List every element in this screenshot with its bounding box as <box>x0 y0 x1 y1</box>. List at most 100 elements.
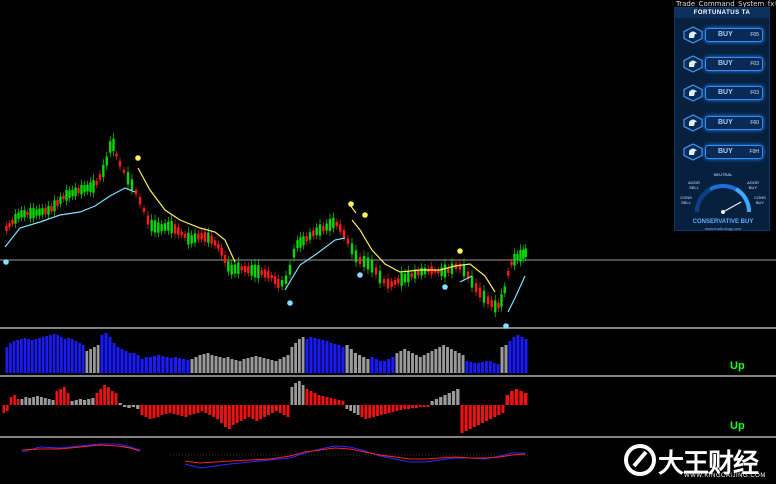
histogram-bar <box>489 405 493 419</box>
signal-dot <box>357 272 363 278</box>
histogram-bar <box>290 347 294 373</box>
histogram-bar <box>364 405 368 419</box>
fast-moving-average <box>459 275 473 283</box>
histogram-bar <box>32 397 36 405</box>
signal-dot <box>457 248 463 254</box>
histogram-bar <box>161 356 165 373</box>
candle-body <box>413 269 417 279</box>
histogram-bar <box>508 341 512 373</box>
histogram-bar <box>286 355 290 373</box>
histogram-bar <box>391 405 395 412</box>
histogram-bar <box>266 359 270 373</box>
candle-body <box>273 276 277 284</box>
candle-body <box>450 263 454 274</box>
signal-row[interactable]: BUY F60 <box>683 114 765 132</box>
histogram-bar <box>255 405 259 421</box>
histogram-bar <box>196 405 200 413</box>
histogram-bar <box>36 396 39 405</box>
histogram-bar <box>286 405 290 417</box>
candle-body <box>112 138 115 152</box>
histogram-bar <box>422 405 426 407</box>
histogram-bar <box>28 398 32 405</box>
candle-body <box>197 233 200 240</box>
gauge-neutral-label: NEUTRAL <box>713 172 733 177</box>
histogram-bar <box>164 405 168 414</box>
candle-body <box>524 248 527 258</box>
indicator-up-label: Up <box>730 360 745 372</box>
candle-body <box>302 236 305 246</box>
histogram-bar <box>434 349 438 373</box>
histogram-bar <box>85 351 89 373</box>
oscillator-lines <box>21 443 526 469</box>
signal-dot <box>135 155 141 161</box>
histogram-bar <box>127 405 131 408</box>
candle-body <box>519 249 522 262</box>
histogram-bar <box>190 359 194 373</box>
histogram-bar <box>144 405 148 417</box>
histogram-bar <box>353 353 357 373</box>
histogram-bar <box>23 338 27 373</box>
candle-body <box>437 270 440 274</box>
histogram-bar <box>243 405 247 419</box>
signal-row[interactable]: BUY F0H <box>683 143 765 161</box>
histogram-bar <box>378 361 382 373</box>
histogram-bar <box>122 405 127 407</box>
histogram-bar <box>227 405 231 429</box>
slow-moving-average <box>351 219 496 293</box>
candle-body <box>47 205 50 215</box>
candle-body <box>230 264 233 275</box>
buy-button[interactable]: BUY F60 <box>705 116 763 130</box>
buy-button[interactable]: BUY F03 <box>705 57 763 71</box>
candle-body <box>332 217 335 229</box>
histogram-bar <box>383 361 387 373</box>
candle-body <box>190 235 193 244</box>
candle-body <box>374 267 378 275</box>
buy-button[interactable]: BUY F03 <box>705 86 763 100</box>
histogram-bar <box>497 405 501 415</box>
histogram-bar <box>27 339 30 373</box>
candle-body <box>11 220 14 224</box>
candle-body <box>378 270 382 284</box>
trend-histogram <box>5 333 528 373</box>
histogram-bar <box>140 405 144 415</box>
histogram-bar <box>456 389 460 405</box>
candle-body <box>339 224 342 232</box>
candle-body <box>243 265 247 273</box>
histogram-bar <box>194 357 198 373</box>
candle-body <box>95 181 98 185</box>
candle-body <box>35 209 38 216</box>
histogram-bar <box>87 399 91 405</box>
buy-button[interactable]: BUY F0H <box>705 145 763 159</box>
histogram-bar <box>208 405 212 415</box>
signal-row[interactable]: BUY F03 <box>683 84 765 102</box>
histogram-bar <box>333 344 337 373</box>
histogram-bar <box>345 405 349 409</box>
histogram-bar <box>496 364 500 373</box>
histogram-bar <box>426 405 430 407</box>
candle-body <box>503 286 506 294</box>
candle-body <box>482 290 486 303</box>
candle-body <box>250 264 253 276</box>
signal-row[interactable]: BUY F05 <box>683 26 765 44</box>
histogram-bar <box>523 393 528 405</box>
histogram-bar <box>136 405 140 409</box>
histogram-bar <box>442 345 446 373</box>
histogram-bar <box>74 341 78 373</box>
histogram-bar <box>305 389 309 405</box>
signal-dot <box>348 201 354 207</box>
panel-header: FORTUNATUS TA <box>675 8 769 18</box>
histogram-bar <box>63 387 66 405</box>
candle-body <box>318 224 322 236</box>
histogram-bar <box>317 339 321 373</box>
signal-row[interactable]: BUY F03 <box>683 55 765 73</box>
histogram-bar <box>349 349 353 373</box>
histogram-bar <box>45 336 49 373</box>
histogram-bar <box>66 393 70 405</box>
histogram-bar <box>337 400 341 405</box>
histogram-bar <box>510 391 514 405</box>
candle-body <box>203 232 207 242</box>
buy-button[interactable]: BUY F05 <box>705 28 763 42</box>
candle-body <box>362 256 366 267</box>
histogram-bar <box>395 405 399 411</box>
